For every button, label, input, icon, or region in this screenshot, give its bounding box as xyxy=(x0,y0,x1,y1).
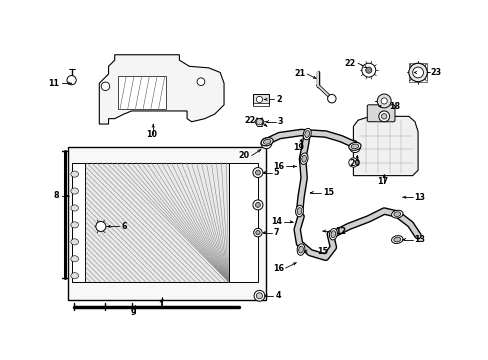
Bar xyxy=(71,163,85,282)
Ellipse shape xyxy=(300,153,307,165)
Circle shape xyxy=(256,119,262,125)
Text: 1: 1 xyxy=(158,301,163,310)
Circle shape xyxy=(348,140,357,149)
Text: 17: 17 xyxy=(376,177,387,186)
Text: 4: 4 xyxy=(275,291,280,300)
Circle shape xyxy=(263,141,268,146)
Circle shape xyxy=(197,78,204,86)
Circle shape xyxy=(412,67,423,78)
FancyBboxPatch shape xyxy=(366,105,394,122)
Text: 11: 11 xyxy=(48,79,59,88)
Circle shape xyxy=(253,228,262,237)
Circle shape xyxy=(255,230,260,235)
Text: 18: 18 xyxy=(388,102,400,111)
Text: 10: 10 xyxy=(145,130,157,139)
Text: 22: 22 xyxy=(344,59,355,68)
Circle shape xyxy=(256,96,262,103)
Text: 9: 9 xyxy=(131,308,136,317)
Text: 5: 5 xyxy=(273,168,279,177)
Text: 6: 6 xyxy=(121,222,126,231)
Bar xyxy=(68,147,265,300)
Circle shape xyxy=(349,142,360,153)
Text: 19: 19 xyxy=(293,143,304,152)
Text: 22: 22 xyxy=(244,116,256,125)
Circle shape xyxy=(255,202,260,207)
Text: 15: 15 xyxy=(323,188,333,197)
Text: 21: 21 xyxy=(294,69,305,78)
Text: 2: 2 xyxy=(275,95,281,104)
Ellipse shape xyxy=(261,138,273,146)
Ellipse shape xyxy=(393,212,400,216)
Text: 3: 3 xyxy=(277,117,283,126)
Text: 23: 23 xyxy=(430,68,441,77)
Bar xyxy=(253,103,268,106)
Text: 16: 16 xyxy=(272,264,283,273)
Ellipse shape xyxy=(350,144,358,149)
Ellipse shape xyxy=(329,229,337,240)
Ellipse shape xyxy=(391,236,402,243)
Ellipse shape xyxy=(391,210,402,218)
Ellipse shape xyxy=(71,256,79,262)
Ellipse shape xyxy=(297,208,301,215)
Ellipse shape xyxy=(348,143,360,150)
Ellipse shape xyxy=(295,205,303,217)
Circle shape xyxy=(351,144,357,150)
Ellipse shape xyxy=(301,155,306,162)
Ellipse shape xyxy=(71,222,79,228)
Bar xyxy=(253,94,268,105)
Text: 7: 7 xyxy=(273,228,279,237)
Circle shape xyxy=(67,76,76,85)
Bar xyxy=(408,63,427,82)
Circle shape xyxy=(327,94,335,103)
Text: 12: 12 xyxy=(335,226,346,235)
Circle shape xyxy=(96,221,105,231)
Circle shape xyxy=(252,167,263,177)
Circle shape xyxy=(377,94,390,108)
Circle shape xyxy=(255,170,260,175)
Ellipse shape xyxy=(71,205,79,211)
Ellipse shape xyxy=(330,231,335,238)
Ellipse shape xyxy=(71,273,79,279)
Text: 13: 13 xyxy=(414,193,425,202)
Text: 15: 15 xyxy=(316,247,327,256)
Text: 8: 8 xyxy=(53,191,59,200)
Ellipse shape xyxy=(71,171,79,177)
Circle shape xyxy=(378,111,389,122)
Text: 16: 16 xyxy=(272,162,283,171)
Bar xyxy=(118,76,165,109)
Circle shape xyxy=(348,158,357,167)
Circle shape xyxy=(380,98,386,104)
Ellipse shape xyxy=(297,244,305,255)
Ellipse shape xyxy=(71,188,79,194)
Text: 20: 20 xyxy=(349,159,360,168)
Ellipse shape xyxy=(304,131,309,138)
Ellipse shape xyxy=(298,246,303,253)
Circle shape xyxy=(101,82,109,91)
Ellipse shape xyxy=(263,139,270,144)
Circle shape xyxy=(381,114,386,119)
Ellipse shape xyxy=(71,239,79,245)
Polygon shape xyxy=(353,116,417,176)
Bar xyxy=(228,163,257,282)
Circle shape xyxy=(261,138,271,149)
Circle shape xyxy=(256,293,262,299)
Polygon shape xyxy=(99,55,224,124)
Circle shape xyxy=(365,67,371,73)
Circle shape xyxy=(408,63,427,82)
Text: 13: 13 xyxy=(414,235,425,244)
Text: 20: 20 xyxy=(238,151,249,160)
Bar xyxy=(85,163,228,282)
Circle shape xyxy=(254,291,264,301)
Circle shape xyxy=(252,200,263,210)
Circle shape xyxy=(361,63,375,77)
Text: 14: 14 xyxy=(271,217,282,226)
Ellipse shape xyxy=(303,129,310,140)
Ellipse shape xyxy=(393,237,400,242)
